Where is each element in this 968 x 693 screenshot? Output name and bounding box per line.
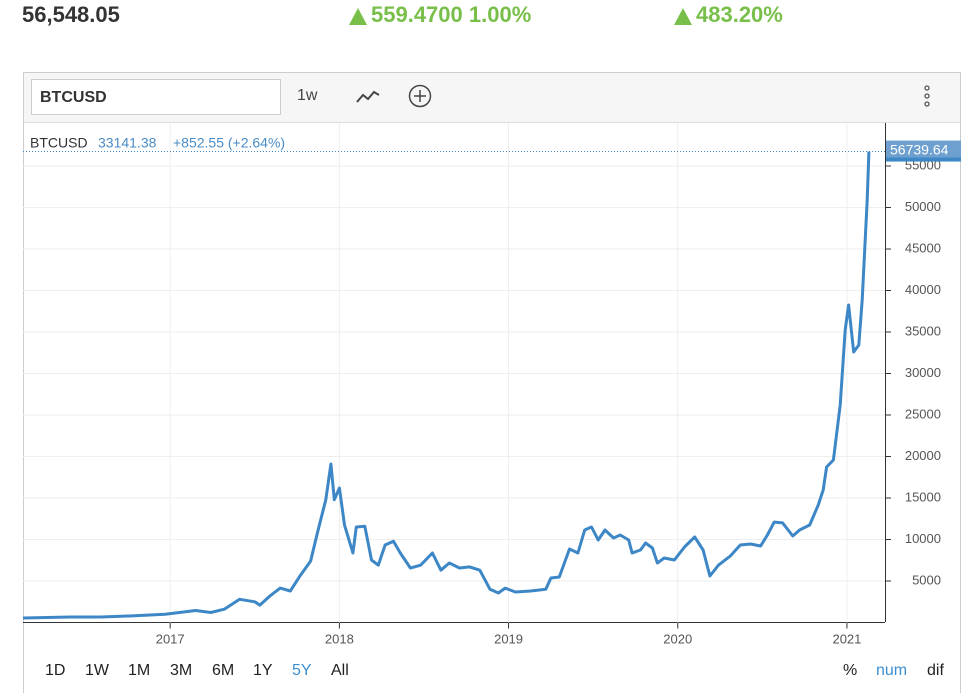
last-value-box — [886, 140, 961, 160]
y-tick-label: 30000 — [905, 365, 941, 380]
mode-button[interactable]: % — [843, 662, 857, 679]
symbol-input-text: BTCUSD — [40, 89, 107, 106]
y-tick-label: 40000 — [905, 282, 941, 297]
range-button[interactable]: 3M — [170, 662, 192, 679]
range-button[interactable]: 6M — [212, 662, 234, 679]
change: 559.4700 1.00% — [371, 2, 531, 27]
legend-value: 33141.38 — [98, 135, 157, 151]
range-button[interactable]: 5Y — [292, 662, 312, 679]
symbol-input[interactable] — [31, 79, 281, 115]
chart-type-button[interactable] — [356, 90, 380, 103]
compare-plus — [414, 90, 426, 102]
menu-button[interactable] — [924, 85, 930, 107]
mode-button[interactable]: num — [876, 662, 907, 679]
range-button[interactable]: 1M — [128, 662, 150, 679]
x-tick-label: 2020 — [663, 631, 692, 646]
legend-change: +852.55 (+2.64%) — [173, 135, 285, 151]
y-tick-label: 25000 — [905, 406, 941, 421]
up-arrow — [674, 8, 692, 25]
x-tick-label: 2018 — [325, 631, 354, 646]
compare-button[interactable] — [408, 84, 432, 108]
ytd-change: 483.20% — [696, 2, 783, 27]
range-button[interactable]: 1D — [45, 662, 65, 679]
legend-symbol: BTCUSD — [30, 135, 88, 151]
y-tick-label: 45000 — [905, 240, 941, 255]
x-tick-label: 2017 — [156, 631, 185, 646]
range-button[interactable]: 1Y — [253, 662, 273, 679]
range-button[interactable]: All — [331, 662, 349, 679]
interval-button[interactable]: 1w — [297, 87, 318, 104]
price-line — [22, 151, 871, 620]
y-tick-label: 10000 — [905, 531, 941, 546]
y-tick-label: 50000 — [905, 199, 941, 214]
y-tick-label: 35000 — [905, 323, 941, 338]
y-tick-label: 5000 — [912, 572, 941, 587]
price: 56,548.05 — [22, 2, 120, 27]
mode-button[interactable]: dif — [927, 662, 944, 679]
y-tick-label: 20000 — [905, 448, 941, 463]
up-arrow — [349, 8, 367, 25]
range-button[interactable]: 1W — [85, 662, 110, 679]
last-value-label: 56739.64 — [890, 141, 949, 157]
x-tick-label: 2021 — [832, 631, 861, 646]
y-tick-label: 15000 — [905, 489, 941, 504]
last-value-bar — [886, 157, 961, 162]
x-tick-label: 2019 — [494, 631, 523, 646]
